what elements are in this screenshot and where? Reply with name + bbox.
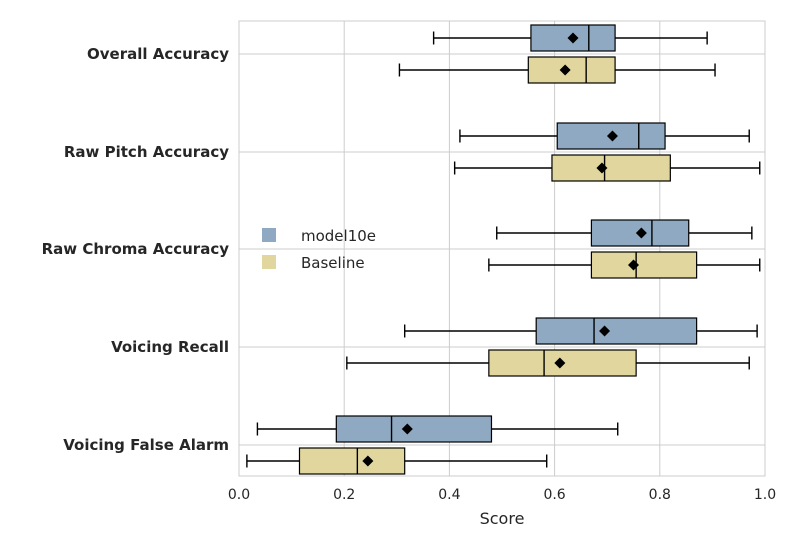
y-tick-labels: Overall Accuracy Raw Pitch Accuracy Raw Ch… — [42, 45, 230, 454]
grid-layer — [238, 21, 766, 476]
box-model10e-voicing-false-alarm — [256, 415, 619, 443]
x-tick-label-5: 1.0 — [754, 487, 776, 503]
box-baseline-voicing-false-alarm — [246, 447, 548, 475]
mean-marker-baseline-voicing-false-alarm — [362, 455, 374, 467]
mean-marker-model10e-voicing-recall — [599, 325, 611, 337]
x-axis-label: Score — [480, 509, 525, 528]
mean-marker-baseline-raw-pitch-accuracy — [596, 162, 608, 174]
box-model10e-voicing-recall — [403, 317, 758, 345]
mean-marker-model10e-raw-pitch-accuracy — [606, 130, 618, 142]
x-tick-labels: 0.0 0.2 0.4 0.6 0.8 1.0 — [228, 487, 776, 503]
plot-frame — [238, 20, 766, 477]
x-tick-label-2: 0.4 — [438, 487, 460, 503]
legend-label-baseline: Baseline — [301, 254, 365, 272]
mean-marker-baseline-raw-chroma-accuracy — [628, 259, 639, 271]
x-tick-label-0: 0.0 — [228, 487, 250, 503]
iqr-box-model10e-voicing-recall — [535, 317, 698, 345]
legend-swatch-baseline — [262, 255, 276, 269]
box-model10e-overall-accuracy — [432, 24, 708, 52]
mean-marker-model10e-voicing-false-alarm — [401, 423, 413, 435]
iqr-box-baseline-raw-pitch-accuracy — [551, 154, 671, 182]
x-tick-label-3: 0.6 — [543, 487, 565, 503]
box-baseline-raw-chroma-accuracy — [488, 251, 761, 279]
box-baseline-raw-pitch-accuracy — [453, 154, 761, 182]
legend-label-model10e: model10e — [301, 227, 376, 245]
box-model10e-raw-pitch-accuracy — [459, 122, 750, 150]
legend-swatch-model10e — [262, 228, 276, 242]
y-tick-label-raw-chroma-accuracy: Raw Chroma Accuracy — [42, 240, 230, 258]
y-tick-label-raw-pitch-accuracy: Raw Pitch Accuracy — [64, 143, 229, 161]
box-layer — [246, 24, 761, 475]
iqr-box-baseline-voicing-false-alarm — [298, 447, 406, 475]
box-baseline-voicing-recall — [346, 349, 750, 377]
iqr-box-model10e-voicing-false-alarm — [335, 415, 493, 443]
iqr-box-baseline-overall-accuracy — [527, 56, 616, 84]
box-baseline-overall-accuracy — [398, 56, 716, 84]
mean-marker-baseline-voicing-recall — [554, 357, 566, 369]
y-tick-label-voicing-recall: Voicing Recall — [111, 338, 229, 356]
iqr-box-baseline-raw-chroma-accuracy — [590, 251, 698, 279]
x-tick-label-4: 0.8 — [649, 487, 671, 503]
x-tick-label-1: 0.2 — [333, 487, 355, 503]
mean-marker-baseline-overall-accuracy — [559, 64, 571, 76]
mean-marker-model10e-raw-chroma-accuracy — [635, 227, 647, 239]
legend: model10e Baseline — [262, 227, 376, 272]
y-tick-label-voicing-false-alarm: Voicing False Alarm — [63, 436, 229, 454]
mean-marker-model10e-overall-accuracy — [567, 32, 579, 44]
box-model10e-raw-chroma-accuracy — [496, 219, 753, 247]
y-tick-label-overall-accuracy: Overall Accuracy — [87, 45, 229, 63]
